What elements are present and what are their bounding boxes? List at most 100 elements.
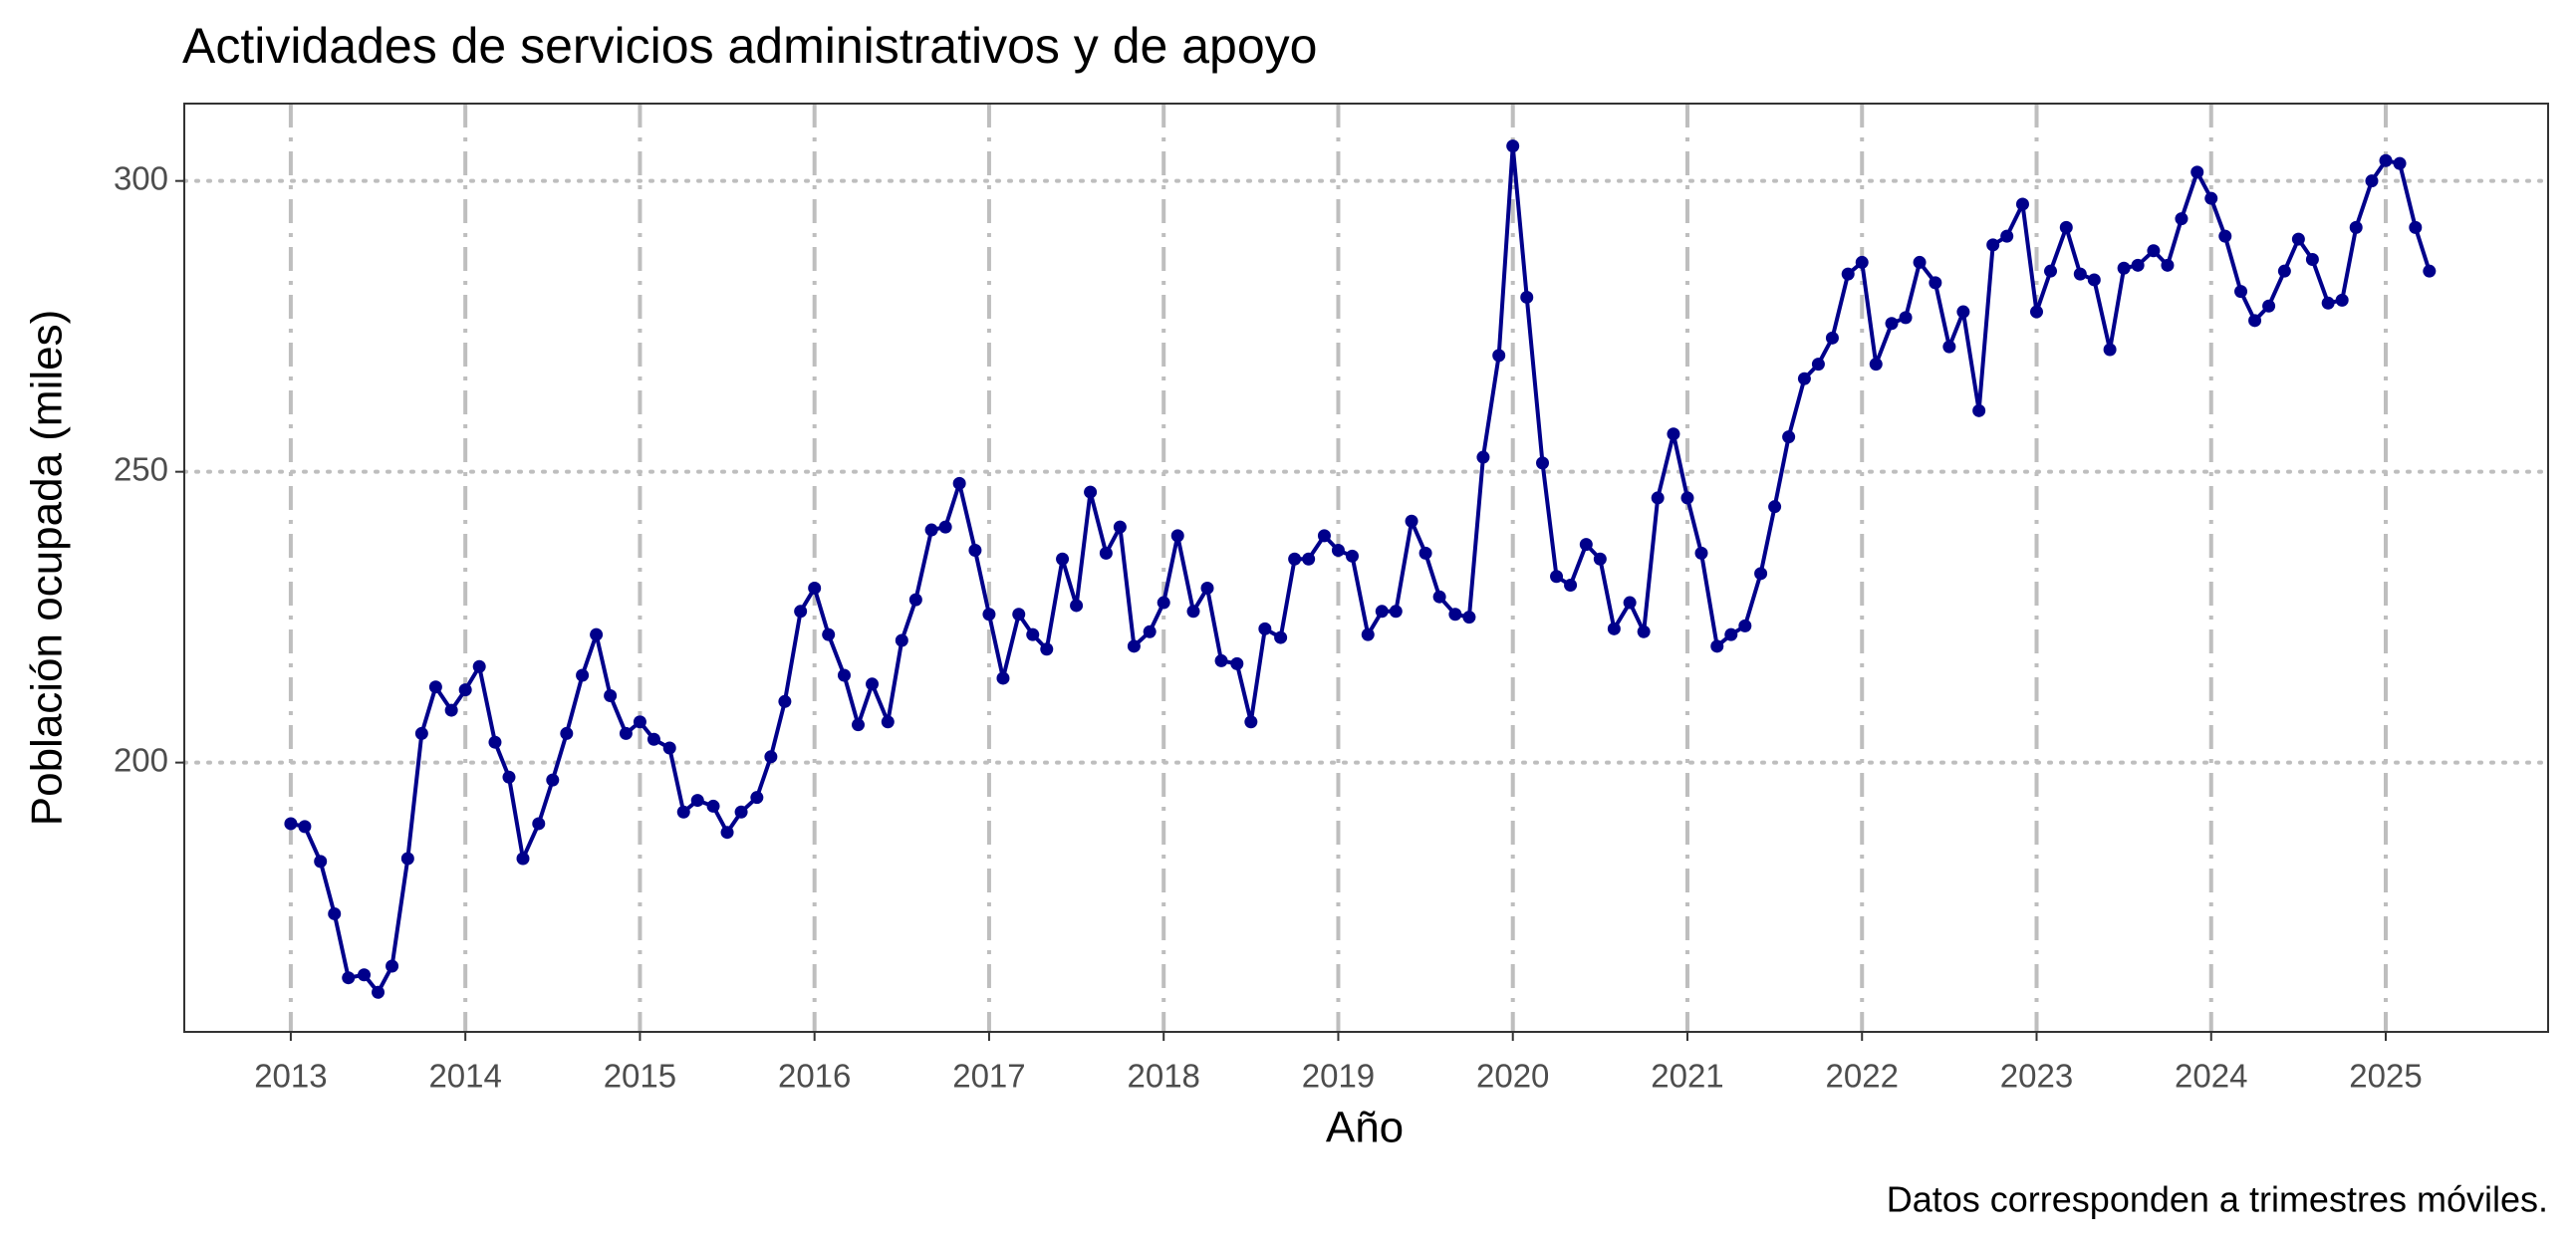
point bbox=[750, 791, 764, 805]
point bbox=[908, 593, 922, 607]
point bbox=[1157, 596, 1170, 610]
point bbox=[400, 852, 414, 866]
x-tick-label: 2019 bbox=[1302, 1058, 1375, 1095]
point bbox=[1825, 331, 1839, 345]
point bbox=[1506, 139, 1520, 153]
point bbox=[881, 715, 895, 729]
point bbox=[866, 677, 880, 691]
point bbox=[604, 688, 618, 702]
point bbox=[2147, 244, 2161, 258]
point bbox=[1782, 430, 1796, 444]
x-tick-label: 2018 bbox=[1127, 1058, 1199, 1095]
point bbox=[2087, 273, 2101, 287]
chart-title: Actividades de servicios administrativos… bbox=[182, 18, 1317, 74]
point bbox=[1550, 570, 1564, 584]
point bbox=[590, 627, 604, 641]
point bbox=[576, 668, 590, 682]
point bbox=[778, 694, 792, 708]
point bbox=[1754, 567, 1768, 581]
point bbox=[1972, 403, 1986, 417]
point bbox=[1418, 546, 1432, 560]
point bbox=[458, 683, 472, 697]
point bbox=[2000, 229, 2014, 243]
point bbox=[837, 668, 851, 682]
point bbox=[808, 581, 822, 595]
point bbox=[1885, 317, 1899, 331]
point bbox=[851, 718, 865, 732]
point bbox=[924, 523, 938, 537]
point bbox=[1651, 491, 1665, 505]
point bbox=[2423, 264, 2437, 278]
point bbox=[1317, 529, 1331, 543]
point bbox=[2365, 174, 2379, 188]
point bbox=[822, 627, 836, 641]
point bbox=[646, 732, 660, 746]
point bbox=[2190, 165, 2204, 179]
point bbox=[2161, 258, 2175, 272]
point bbox=[1143, 625, 1157, 638]
y-tick-label: 250 bbox=[114, 450, 168, 487]
point bbox=[662, 741, 676, 755]
point bbox=[328, 906, 342, 920]
point bbox=[706, 799, 720, 813]
point bbox=[2059, 220, 2073, 234]
point bbox=[2335, 293, 2349, 307]
point bbox=[1056, 552, 1070, 566]
point bbox=[472, 659, 486, 673]
point bbox=[2321, 296, 2335, 310]
point bbox=[444, 703, 458, 717]
x-tick-label: 2025 bbox=[2349, 1058, 2422, 1095]
point bbox=[1476, 450, 1490, 464]
point bbox=[1345, 549, 1359, 563]
x-tick-label: 2024 bbox=[2175, 1058, 2247, 1095]
point bbox=[720, 826, 734, 840]
point bbox=[284, 817, 298, 831]
point bbox=[2131, 258, 2145, 272]
point bbox=[2117, 261, 2131, 275]
point bbox=[1956, 305, 1970, 319]
point bbox=[1913, 255, 1927, 269]
point bbox=[2073, 267, 2087, 281]
y-axis-title: Población ocupada (miles) bbox=[23, 310, 72, 827]
point bbox=[372, 985, 386, 999]
y-tick-label: 300 bbox=[114, 159, 168, 196]
point bbox=[1302, 552, 1316, 566]
point bbox=[560, 726, 574, 740]
y-tick-label: 200 bbox=[114, 741, 168, 778]
x-tick-label: 2016 bbox=[778, 1058, 851, 1095]
x-tick-label: 2013 bbox=[254, 1058, 327, 1095]
point bbox=[895, 633, 908, 647]
point bbox=[1811, 358, 1825, 372]
point bbox=[1607, 622, 1621, 635]
point bbox=[1200, 581, 1214, 595]
point bbox=[1855, 255, 1869, 269]
point bbox=[314, 855, 328, 869]
point bbox=[2262, 299, 2276, 313]
point bbox=[633, 715, 646, 729]
point bbox=[1869, 358, 1883, 372]
point bbox=[764, 750, 778, 764]
point bbox=[1288, 552, 1302, 566]
point bbox=[1797, 372, 1811, 385]
point bbox=[298, 820, 312, 834]
caption: Datos corresponden a trimestres móviles. bbox=[1887, 1179, 2548, 1220]
point bbox=[1593, 552, 1607, 566]
point bbox=[1214, 653, 1228, 667]
line bbox=[290, 143, 2432, 995]
point bbox=[1462, 611, 1476, 625]
point bbox=[532, 817, 546, 831]
point bbox=[1724, 627, 1738, 641]
point bbox=[2277, 264, 2291, 278]
point bbox=[2044, 264, 2058, 278]
point bbox=[1710, 639, 1724, 653]
point bbox=[1564, 579, 1578, 593]
point bbox=[1244, 715, 1258, 729]
point bbox=[488, 735, 502, 749]
point bbox=[619, 726, 633, 740]
point bbox=[1623, 596, 1637, 610]
point bbox=[2291, 232, 2305, 246]
point bbox=[1738, 619, 1752, 632]
point bbox=[1929, 276, 1942, 290]
